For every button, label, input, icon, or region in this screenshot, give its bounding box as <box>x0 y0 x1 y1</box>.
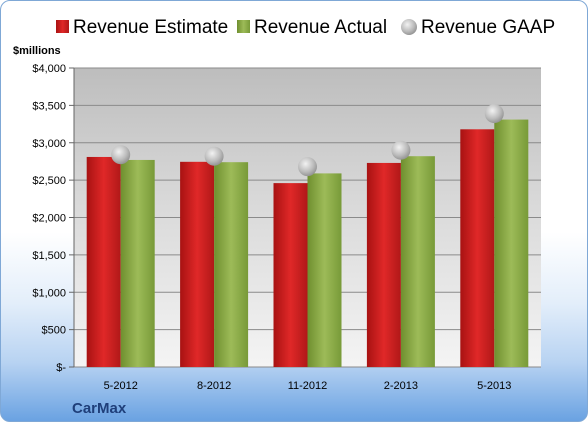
y-tick-label: $500 <box>42 325 66 337</box>
bar-revenue-estimate <box>366 162 401 367</box>
x-tick-label: 11-2012 <box>288 380 328 392</box>
legend-swatch-revenue-actual <box>237 20 250 33</box>
y-tick-label: $1,000 <box>32 287 66 299</box>
company-label: CarMax <box>72 400 127 417</box>
bar-revenue-estimate <box>273 183 308 367</box>
legend-marker-revenue-gaap <box>401 19 417 35</box>
bar-revenue-actual <box>494 119 529 367</box>
bars <box>86 119 529 367</box>
y-axis-unit-label: $millions <box>13 45 61 57</box>
x-tick-label: 2-2013 <box>384 380 418 392</box>
marker-revenue-gaap <box>391 140 411 160</box>
x-axis-ticks: 5-2012 8-2012 11-2012 2-2013 5-2013 <box>104 380 512 392</box>
y-tick-label: $3,000 <box>32 138 66 150</box>
legend-swatch-revenue-estimate <box>56 20 69 33</box>
y-axis-ticks: $- $500 $1,000 $1,500 $2,000 $2,500 $3,000 $3,5… <box>32 63 75 374</box>
y-tick-label: $4,000 <box>32 63 66 75</box>
marker-revenue-gaap <box>298 157 317 177</box>
y-tick-label: $- <box>56 362 66 374</box>
legend: Revenue Estimate Revenue Actual Revenue … <box>56 17 555 38</box>
bar-revenue-estimate <box>460 129 495 367</box>
bar-revenue-actual <box>120 159 155 367</box>
legend-label-revenue-estimate: Revenue Estimate <box>73 17 228 38</box>
bar-revenue-estimate <box>180 161 215 367</box>
bar-revenue-estimate <box>86 156 121 367</box>
marker-revenue-gaap <box>204 146 224 166</box>
x-tick-label: 8-2012 <box>197 380 231 392</box>
y-tick-label: $2,000 <box>32 213 66 225</box>
bar-revenue-actual <box>307 173 342 367</box>
legend-label-revenue-actual: Revenue Actual <box>254 17 387 38</box>
x-tick-label: 5-2013 <box>477 380 511 392</box>
x-tick-label: 5-2012 <box>104 380 138 392</box>
y-tick-label: $1,500 <box>32 250 66 262</box>
legend-label-revenue-gaap: Revenue GAAP <box>421 17 555 38</box>
gaap-markers <box>111 104 504 177</box>
marker-revenue-gaap <box>484 104 504 124</box>
marker-revenue-gaap <box>111 145 131 165</box>
y-tick-label: $2,500 <box>32 175 66 187</box>
y-tick-label: $3,500 <box>32 100 66 112</box>
bar-revenue-actual <box>400 156 435 367</box>
bar-revenue-actual <box>214 162 249 367</box>
